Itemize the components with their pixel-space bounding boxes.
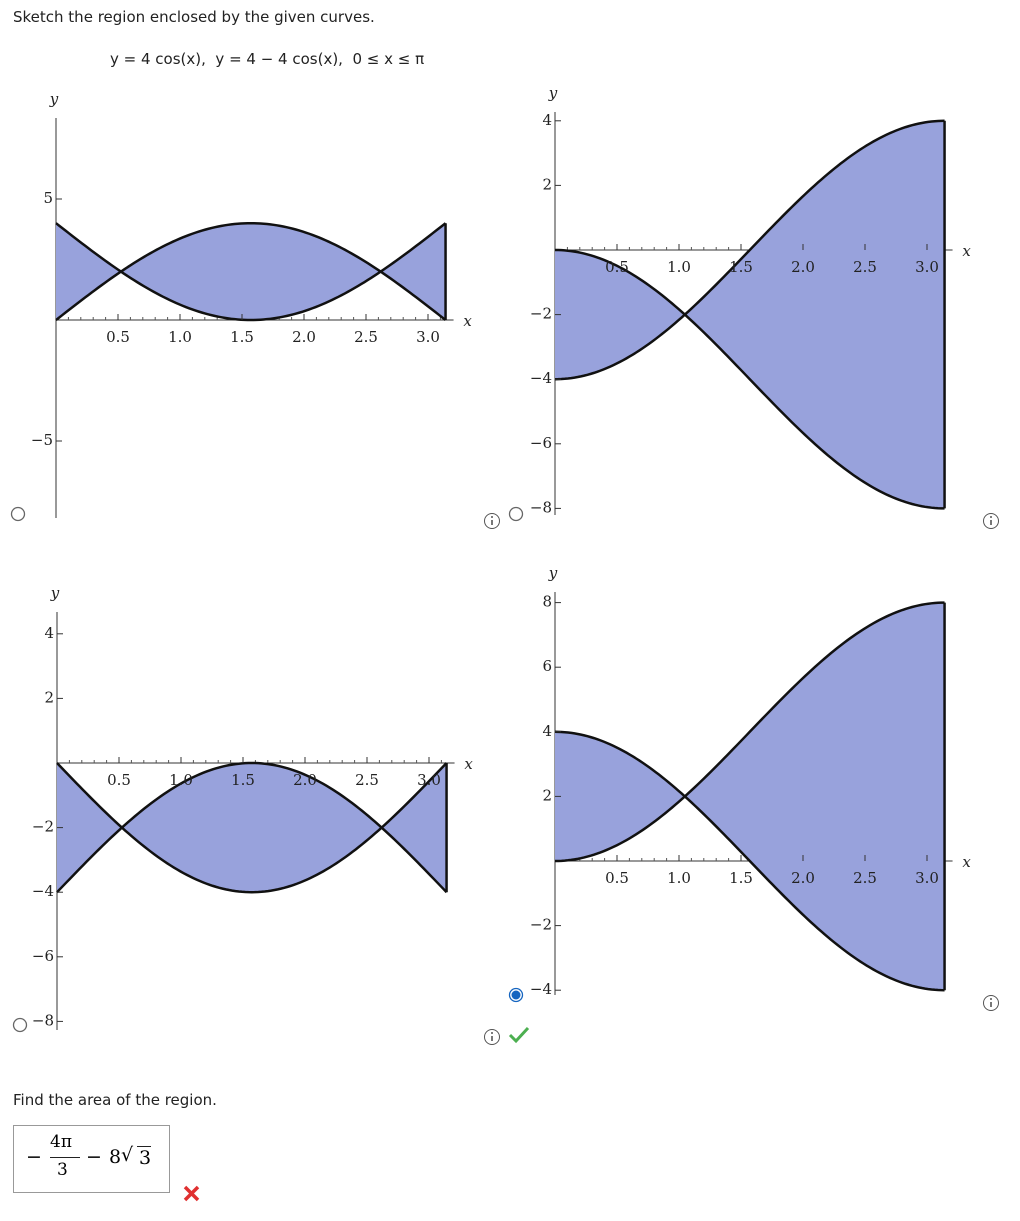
info-glyph <box>990 998 992 1000</box>
x-tick-label: 2.0 <box>293 771 317 789</box>
y-tick-label: 8 <box>542 593 552 611</box>
x-tick-label: 1.5 <box>729 869 753 887</box>
info-glyph <box>990 516 992 518</box>
region <box>56 223 446 320</box>
y-axis-label: y <box>548 84 558 102</box>
x-tick-label: 0.5 <box>107 771 131 789</box>
wrong-mark <box>183 1185 200 1202</box>
y-tick-label: −4 <box>32 882 54 900</box>
answer-coefficient: 8 <box>109 1146 122 1168</box>
y-tick-label: 4 <box>542 111 552 129</box>
region <box>555 120 945 509</box>
x-tick-label: 0.5 <box>605 869 629 887</box>
x-tick-label: 0.5 <box>605 258 629 276</box>
answer-numerator: 4π <box>50 1132 72 1152</box>
answer-radicand: 3 <box>137 1146 152 1169</box>
y-tick-label: −2 <box>530 916 552 934</box>
answer-operator: − <box>86 1146 102 1168</box>
correct-mark <box>508 1026 530 1044</box>
y-tick-label: 2 <box>542 786 552 804</box>
y-tick-label: 4 <box>542 722 552 740</box>
answer-denominator: 3 <box>57 1160 68 1180</box>
y-tick-label: −8 <box>32 1011 54 1029</box>
info-glyph <box>491 516 493 518</box>
radio-button[interactable] <box>508 506 524 522</box>
x-tick-label: 2.5 <box>853 258 877 276</box>
x-tick-label: 2.0 <box>791 258 815 276</box>
y-tick-label: −8 <box>530 498 552 516</box>
x-axis-label: x <box>464 755 473 773</box>
info-glyph <box>491 1032 493 1034</box>
region <box>555 602 945 991</box>
y-tick-label: −4 <box>530 369 552 387</box>
x-tick-label: 1.0 <box>168 328 192 346</box>
y-tick-label: 2 <box>44 688 54 706</box>
fraction-bar <box>50 1157 80 1158</box>
curve <box>554 248 945 510</box>
y-axis-label: y <box>49 90 59 108</box>
x-tick-label: 1.5 <box>230 328 254 346</box>
x-tick-label: 3.0 <box>417 771 441 789</box>
x-tick-label: 2.5 <box>355 771 379 789</box>
prompt: Sketch the region enclosed by the given … <box>13 8 375 26</box>
y-axis-label: y <box>50 584 60 602</box>
y-axis-label: y <box>548 564 558 582</box>
y-tick-label: 6 <box>542 657 552 675</box>
answer-box[interactable]: − 4π 3 − 8 √ 3 <box>13 1125 170 1193</box>
x-axis-label: x <box>962 853 971 871</box>
y-tick-label: −6 <box>530 434 552 452</box>
question: Find the area of the region. <box>13 1091 217 1109</box>
y-tick-label: 2 <box>542 175 552 193</box>
x-tick-label: 1.0 <box>667 258 691 276</box>
x-tick-label: 1.5 <box>231 771 255 789</box>
x-tick-label: 2.0 <box>791 869 815 887</box>
curve <box>56 761 448 894</box>
radio-dot <box>511 990 521 1000</box>
radio-button[interactable] <box>12 1017 28 1033</box>
curve <box>554 730 945 992</box>
region <box>57 763 447 893</box>
y-tick-label: 5 <box>43 189 53 207</box>
x-tick-label: 2.5 <box>853 869 877 887</box>
curve <box>55 222 447 322</box>
y-tick-label: −2 <box>530 305 552 323</box>
x-tick-label: 0.5 <box>106 328 130 346</box>
curve <box>554 601 945 863</box>
x-tick-label: 2.5 <box>354 328 378 346</box>
answer-sign: − <box>26 1146 42 1168</box>
x-axis-label: x <box>463 312 472 330</box>
x-tick-label: 1.5 <box>729 258 753 276</box>
equations: y = 4 cos(x), y = 4 − 4 cos(x), 0 ≤ x ≤ … <box>110 50 425 68</box>
radio-button[interactable] <box>10 506 26 522</box>
y-tick-label: −4 <box>530 980 552 998</box>
x-tick-label: 3.0 <box>915 869 939 887</box>
x-tick-label: 1.0 <box>667 869 691 887</box>
x-tick-label: 3.0 <box>915 258 939 276</box>
y-tick-label: −2 <box>32 818 54 836</box>
x-tick-label: 1.0 <box>169 771 193 789</box>
sqrt-sign: √ <box>121 1144 134 1166</box>
curve <box>554 119 945 381</box>
x-tick-label: 2.0 <box>292 328 316 346</box>
x-axis-label: x <box>962 242 971 260</box>
y-tick-label: −6 <box>32 947 54 965</box>
y-tick-label: −5 <box>31 431 53 449</box>
y-tick-label: 4 <box>44 624 54 642</box>
x-tick-label: 3.0 <box>416 328 440 346</box>
